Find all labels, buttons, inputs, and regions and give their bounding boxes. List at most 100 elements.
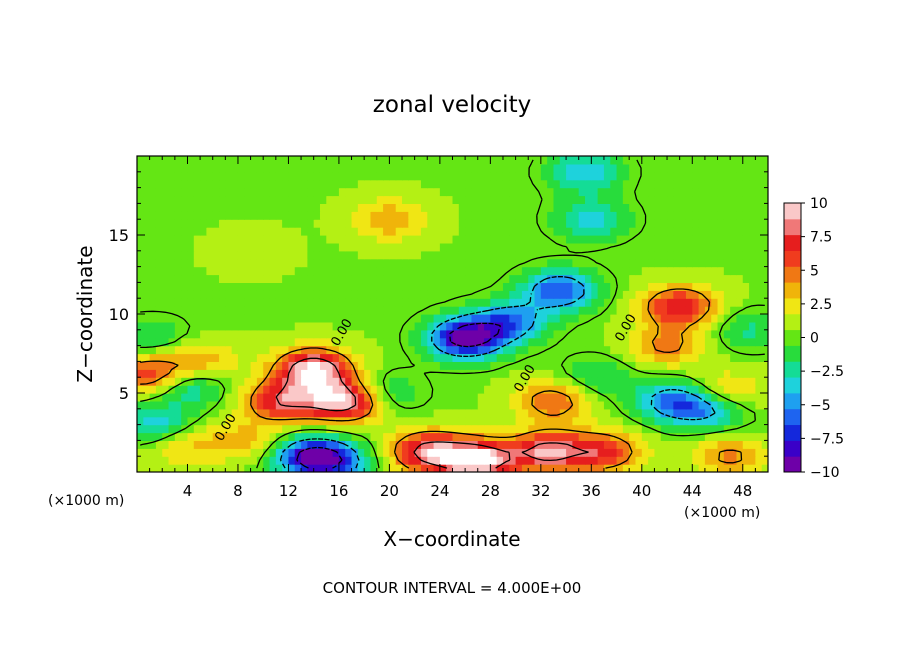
field-cell [155, 416, 163, 426]
field-cell [635, 408, 643, 418]
field-cell [585, 203, 592, 212]
field-cell [187, 377, 195, 386]
field-cell [603, 424, 611, 434]
field-cell [162, 282, 170, 291]
field-cell [484, 321, 491, 331]
field-cell [616, 187, 624, 197]
field-cell [648, 345, 656, 355]
field-cell [137, 400, 144, 410]
field-cell [603, 219, 611, 228]
field-cell [250, 408, 258, 418]
field-cell [654, 416, 662, 426]
field-cell [357, 227, 365, 236]
field-cell [376, 250, 384, 260]
field-cell [610, 369, 618, 378]
field-cell [187, 179, 195, 189]
field-cell [572, 298, 580, 307]
field-cell [282, 361, 290, 370]
field-cell [723, 298, 731, 307]
field-cell [692, 369, 700, 378]
field-cell [275, 361, 283, 370]
field-cell [181, 321, 189, 331]
field-cell [534, 424, 542, 434]
field-cell [629, 171, 637, 181]
field-cell [572, 400, 580, 410]
field-cell [477, 416, 485, 426]
field-cell [149, 163, 157, 173]
field-cell [168, 203, 176, 212]
field-cell [673, 250, 681, 260]
chart-title: zonal velocity [373, 92, 531, 118]
field-cell [225, 211, 233, 220]
field-cell [200, 298, 208, 307]
field-cell [332, 464, 340, 472]
field-cell [181, 353, 189, 362]
field-cell [408, 219, 416, 228]
field-cell [282, 424, 290, 434]
field-cell [711, 171, 719, 181]
field-cell [446, 361, 454, 370]
field-cell [162, 456, 170, 465]
field-cell [673, 227, 681, 236]
field-cell [408, 361, 416, 370]
field-cell [206, 156, 214, 165]
field-cell [711, 290, 719, 299]
field-cell [673, 393, 681, 402]
field-cell [458, 195, 466, 204]
field-cell [465, 211, 473, 220]
field-cell [496, 203, 504, 212]
field-cell [755, 385, 763, 394]
field-cell [212, 448, 220, 457]
field-cell [364, 432, 372, 441]
field-cell [509, 163, 517, 173]
field-cell [244, 290, 252, 299]
field-cell [319, 448, 327, 457]
field-cell [610, 203, 618, 212]
field-cell [692, 274, 700, 283]
field-cell [667, 377, 674, 386]
field-cell [345, 408, 353, 418]
field-cell [269, 235, 277, 244]
field-cell [490, 314, 498, 323]
field-cell [351, 448, 359, 457]
field-cell [313, 179, 321, 189]
field-cell [502, 298, 510, 307]
field-cell [585, 298, 592, 307]
field-cell [641, 424, 649, 434]
field-cell [244, 306, 252, 315]
field-cell [458, 306, 466, 315]
field-cell [237, 464, 245, 472]
field-cell [237, 250, 245, 260]
field-cell [616, 163, 624, 173]
field-cell [635, 385, 643, 394]
field-cell [301, 432, 308, 441]
field-cell [168, 156, 176, 165]
field-cell [641, 353, 649, 362]
field-cell [704, 314, 712, 323]
field-cell [660, 464, 668, 472]
field-cell [465, 219, 473, 228]
field-cell [338, 337, 346, 347]
field-cell [692, 242, 700, 252]
field-cell [427, 424, 435, 434]
field-cell [458, 408, 466, 418]
field-cell [408, 156, 416, 165]
field-cell [256, 282, 264, 291]
field-cell [389, 385, 397, 394]
field-cell [484, 369, 491, 378]
field-cell [509, 298, 517, 307]
field-cell [149, 345, 157, 355]
field-cell [610, 258, 618, 268]
field-cell [338, 156, 346, 165]
field-cell [319, 242, 327, 252]
field-cell [521, 298, 529, 307]
field-cell [370, 353, 378, 362]
field-cell [502, 314, 510, 323]
field-cell [477, 274, 485, 283]
field-cell [143, 258, 151, 268]
field-cell [250, 242, 258, 252]
field-cell [578, 163, 586, 173]
field-cell [256, 329, 264, 339]
field-cell [370, 203, 378, 212]
field-cell [326, 329, 334, 339]
